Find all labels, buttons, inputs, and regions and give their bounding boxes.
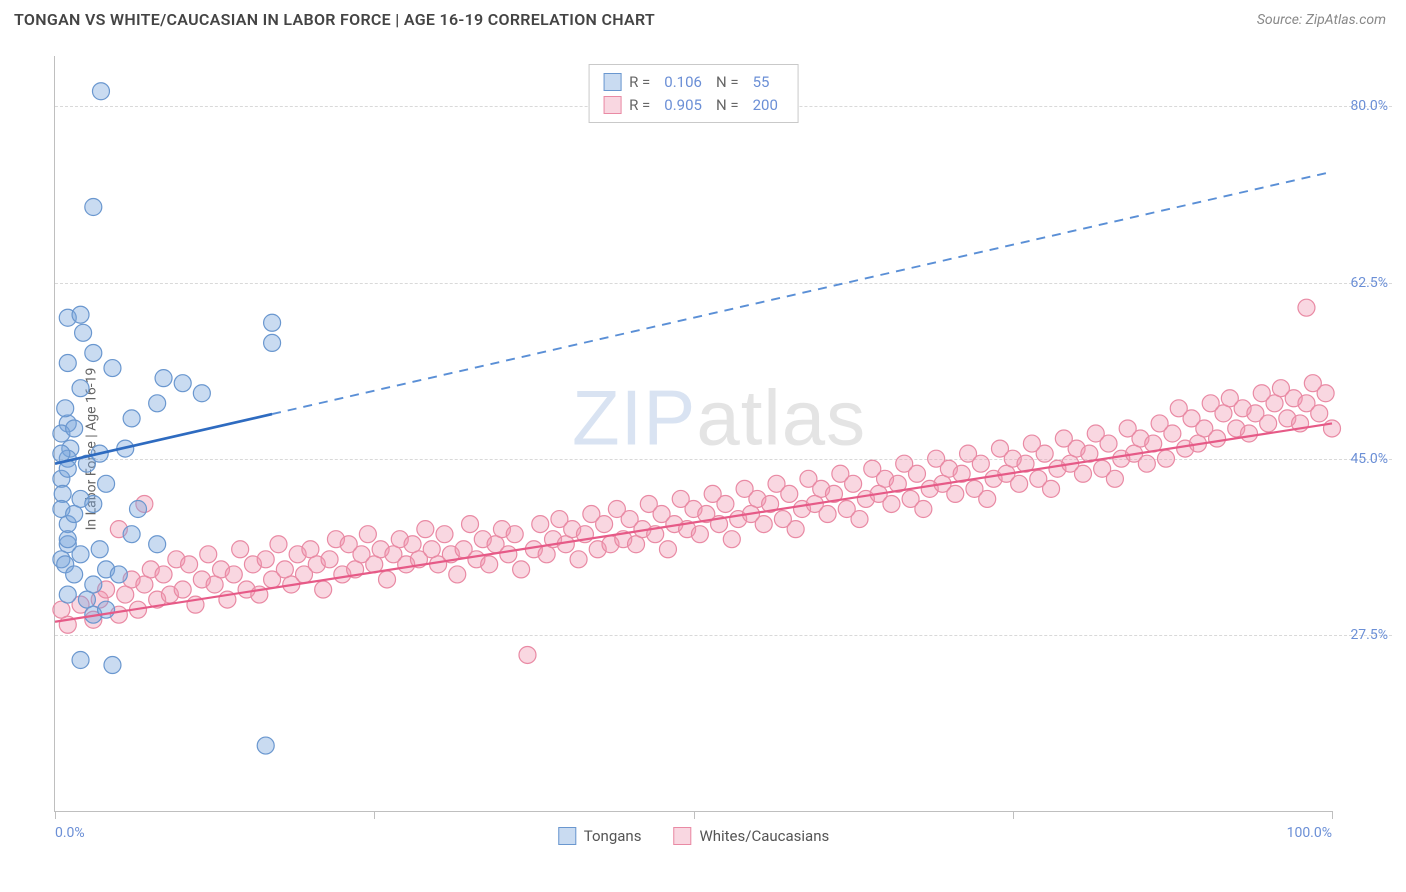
legend-stats-row-a: R = 0.106 N = 55 xyxy=(603,71,784,94)
n-value-b: 200 xyxy=(747,94,784,117)
x-tick xyxy=(374,811,375,819)
bottom-legend: Tongans Whites/Caucasians xyxy=(558,827,829,845)
legend-item-tongans: Tongans xyxy=(558,827,642,845)
n-label: N = xyxy=(716,71,739,94)
swatch-tongans-icon xyxy=(603,73,621,91)
x-tick-label: 0.0% xyxy=(55,825,85,841)
y-tick-label: 27.5% xyxy=(1350,627,1388,643)
swatch-tongans-icon xyxy=(558,827,576,845)
y-tick-label: 80.0% xyxy=(1350,98,1388,114)
legend-label-tongans: Tongans xyxy=(584,827,642,845)
y-tick-label: 62.5% xyxy=(1350,275,1388,291)
x-tick xyxy=(55,811,56,819)
trend-lines xyxy=(55,56,1332,811)
r-label: R = xyxy=(629,94,650,117)
n-value-a: 55 xyxy=(747,71,776,94)
legend-stats-row-b: R = 0.905 N = 200 xyxy=(603,94,784,117)
source-label: Source: ZipAtlas.com xyxy=(1257,12,1386,28)
plot-area: ZIPatlas R = 0.106 N = 55 R = 0.905 N = … xyxy=(54,56,1332,812)
n-label: N = xyxy=(716,94,739,117)
swatch-whites-icon xyxy=(673,827,691,845)
y-tick-label: 45.0% xyxy=(1350,451,1388,467)
chart-title: TONGAN VS WHITE/CAUCASIAN IN LABOR FORCE… xyxy=(14,10,655,29)
r-value-a: 0.106 xyxy=(658,71,708,94)
legend-stats-box: R = 0.106 N = 55 R = 0.905 N = 200 xyxy=(588,64,799,123)
legend-item-whites: Whites/Caucasians xyxy=(673,827,829,845)
legend-label-whites: Whites/Caucasians xyxy=(699,827,829,845)
r-label: R = xyxy=(629,71,650,94)
swatch-whites-icon xyxy=(603,96,621,114)
x-tick xyxy=(1013,811,1014,819)
x-tick xyxy=(694,811,695,819)
x-tick xyxy=(1332,811,1333,819)
x-tick-label: 100.0% xyxy=(1287,825,1332,841)
r-value-b: 0.905 xyxy=(658,94,708,117)
chart-container: In Labor Force | Age 16-19 ZIPatlas R = … xyxy=(14,46,1392,852)
